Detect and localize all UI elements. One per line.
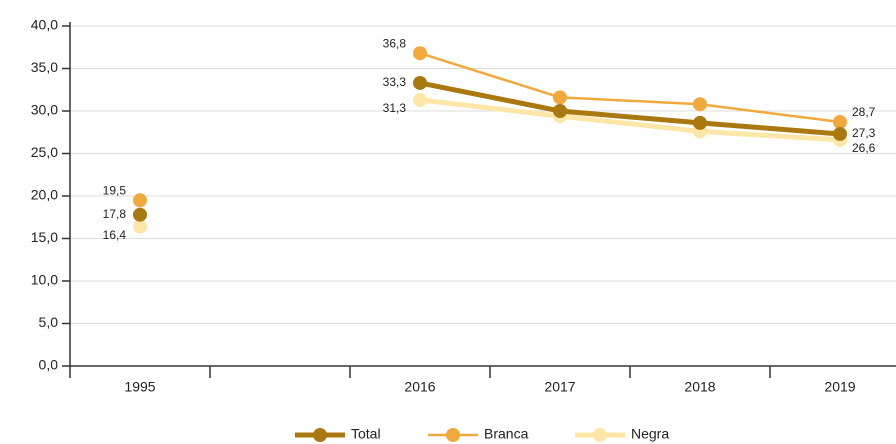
x-tick-label: 1995 — [124, 379, 155, 395]
series-line — [419, 52, 841, 124]
series-line — [419, 97, 841, 143]
legend-label: Negra — [631, 426, 669, 442]
legend-label: Branca — [484, 426, 529, 442]
data-label: 28,7 — [852, 105, 876, 119]
y-tick-label: 40,0 — [31, 17, 58, 33]
y-tick-label: 35,0 — [31, 59, 58, 75]
y-tick-label: 5,0 — [39, 314, 59, 330]
point — [133, 207, 147, 222]
legend-marker — [313, 428, 327, 442]
x-tick-label: 2016 — [404, 379, 435, 395]
point — [833, 115, 847, 130]
legend-marker — [593, 428, 607, 442]
x-tick-label: 2019 — [824, 379, 855, 395]
data-label: 19,5 — [103, 183, 127, 197]
point — [833, 126, 847, 141]
point — [693, 97, 707, 112]
x-tick-label: 2018 — [684, 379, 715, 395]
legend-marker — [446, 428, 460, 442]
data-label: 27,3 — [852, 126, 876, 140]
legend-label: Total — [351, 426, 381, 442]
point — [413, 46, 427, 61]
point — [413, 92, 427, 107]
y-tick-label: 0,0 — [39, 357, 59, 373]
point — [693, 115, 707, 130]
y-tick-label: 10,0 — [31, 272, 58, 288]
data-label: 31,3 — [383, 101, 407, 115]
data-label: 36,8 — [383, 36, 407, 50]
data-label: 26,6 — [852, 141, 876, 155]
point — [553, 104, 567, 118]
point — [133, 193, 147, 208]
y-tick-label: 30,0 — [31, 102, 58, 118]
y-tick-label: 20,0 — [31, 187, 58, 203]
data-label: 17,8 — [103, 207, 127, 221]
data-label: 16,4 — [103, 228, 127, 242]
y-tick-label: 15,0 — [31, 229, 58, 245]
point — [133, 219, 147, 234]
data-label: 33,3 — [383, 75, 407, 89]
point — [413, 75, 427, 90]
x-tick-label: 2017 — [544, 379, 575, 395]
series-line — [419, 80, 841, 137]
point — [553, 90, 567, 105]
y-tick-label: 25,0 — [31, 144, 58, 160]
